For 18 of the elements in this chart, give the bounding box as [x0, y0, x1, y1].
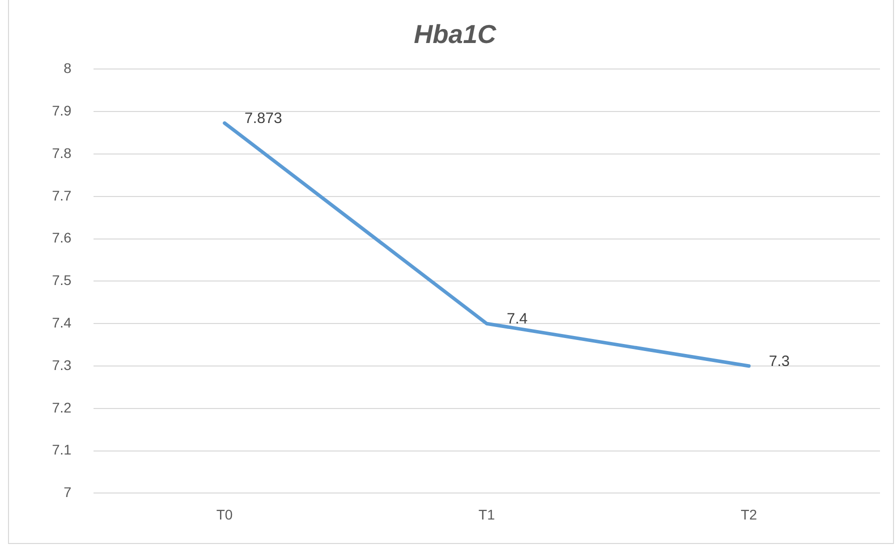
y-tick-label: 7.3 — [52, 356, 72, 373]
x-tick-label: T1 — [478, 506, 496, 522]
chart-title: Hba1C — [414, 18, 498, 49]
data-label: 7.4 — [506, 310, 528, 328]
y-tick-label: 7.8 — [52, 144, 72, 161]
y-tick-label: 8 — [64, 60, 72, 76]
data-label: 7.873 — [244, 110, 282, 128]
y-tick-label: 7.1 — [52, 442, 72, 458]
y-tick-label: 7.9 — [52, 102, 72, 118]
y-tick-label: 7 — [64, 484, 72, 500]
data-label: 7.3 — [768, 353, 790, 370]
x-tick-label: T2 — [740, 506, 758, 522]
y-tick-label: 7.5 — [52, 272, 72, 288]
y-tick-label: 7.4 — [52, 314, 72, 330]
y-tick-label: 7.2 — [52, 399, 72, 416]
y-tick-label: 7.7 — [52, 187, 72, 204]
y-tick-label: 7.6 — [52, 230, 72, 246]
x-tick-label: T0 — [216, 506, 233, 522]
